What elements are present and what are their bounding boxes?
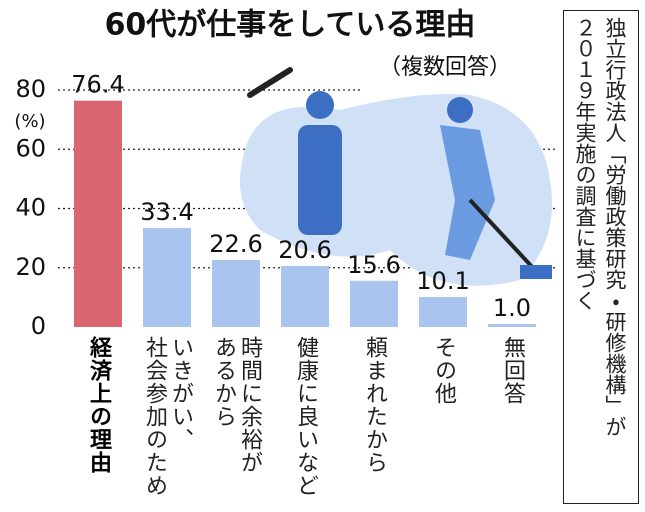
bar bbox=[212, 260, 260, 327]
value-label: 33.4 bbox=[140, 198, 193, 226]
chart-subtitle: （複数回答） bbox=[379, 55, 511, 80]
value-label: 76.4 bbox=[71, 71, 124, 99]
bar bbox=[143, 228, 191, 327]
chart-title: 60代が仕事をしている理由 bbox=[105, 8, 476, 43]
x-tick-label: その他 bbox=[431, 336, 456, 405]
value-label: 1.0 bbox=[493, 294, 531, 322]
y-unit: (%) bbox=[14, 111, 45, 132]
bar bbox=[350, 280, 398, 327]
illustration bbox=[240, 67, 552, 286]
x-tick-label: 経済上の理由 bbox=[86, 336, 111, 474]
y-tick-label: 40 bbox=[15, 194, 46, 222]
y-tick-label: 80 bbox=[15, 75, 46, 103]
y-tick-label: 60 bbox=[15, 134, 46, 162]
value-label: 15.6 bbox=[347, 251, 400, 279]
x-tick-label: いきがい、 社会参加のため bbox=[142, 336, 193, 497]
x-tick-label: 時間に余裕が あるから bbox=[211, 336, 262, 474]
value-label: 10.1 bbox=[416, 267, 469, 295]
bar bbox=[281, 265, 329, 327]
source-note: 独立行政法人「労働政策研究・研修機構」が ２０１９年実施の調査に基づく bbox=[563, 10, 639, 504]
value-label: 22.6 bbox=[209, 230, 262, 258]
bar bbox=[74, 100, 122, 327]
x-tick-label: 健康に良いなど bbox=[293, 336, 318, 497]
y-tick-label: 20 bbox=[15, 253, 46, 281]
x-tick-label: 無回答 bbox=[500, 336, 525, 405]
value-label: 20.6 bbox=[278, 236, 331, 264]
bar bbox=[419, 297, 467, 327]
x-tick-label: 頼まれたから bbox=[362, 336, 387, 474]
bar bbox=[488, 324, 536, 327]
y-tick-label: 0 bbox=[31, 312, 46, 340]
